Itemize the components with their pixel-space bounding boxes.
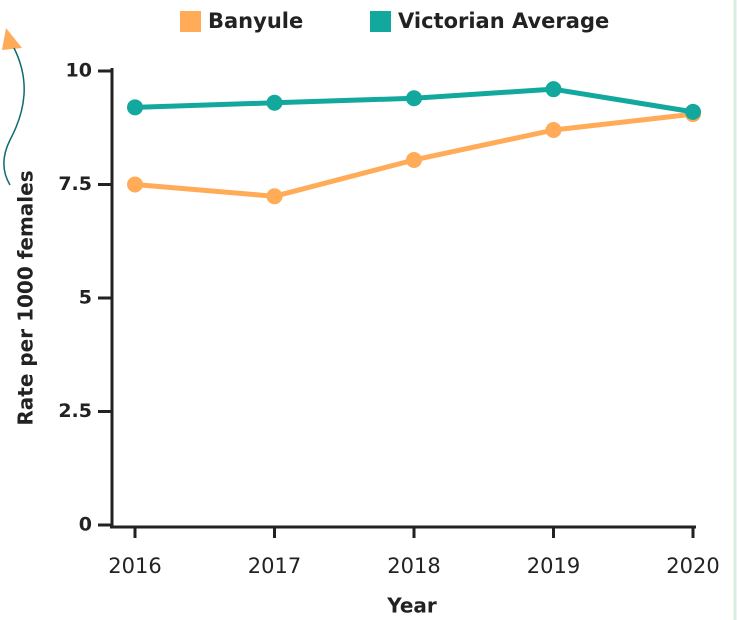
data-point [685,103,701,120]
data-point [545,122,562,139]
data-point [127,176,143,193]
y-tick-label: 10 [66,60,92,82]
y-axis-title: Rate per 1000 females [14,170,38,425]
data-point [406,151,422,168]
x-tick-label: 2020 [666,554,719,578]
deco-curve [3,47,25,186]
x-tick-label: 2017 [248,554,301,578]
x-tick-label: 2018 [387,554,440,578]
x-tick-label: 2016 [108,554,161,578]
y-tick-label: 2.5 [58,400,92,422]
data-point [406,90,422,107]
legend-label: Banyule [208,9,303,33]
y-tick-label: 7.5 [58,173,92,195]
legend-swatch [370,11,391,32]
legend-label: Victorian Average [398,9,609,33]
y-tick-label: 0 [79,514,92,536]
data-point [545,81,562,98]
y-tick-label: 5 [79,287,92,309]
legend-swatch [180,11,201,32]
data-point [127,99,143,116]
deco-arrow [2,28,22,50]
x-tick-label: 2019 [527,554,580,578]
data-point [266,188,283,205]
x-axis-title: Year [386,594,437,618]
data-point [266,94,283,111]
